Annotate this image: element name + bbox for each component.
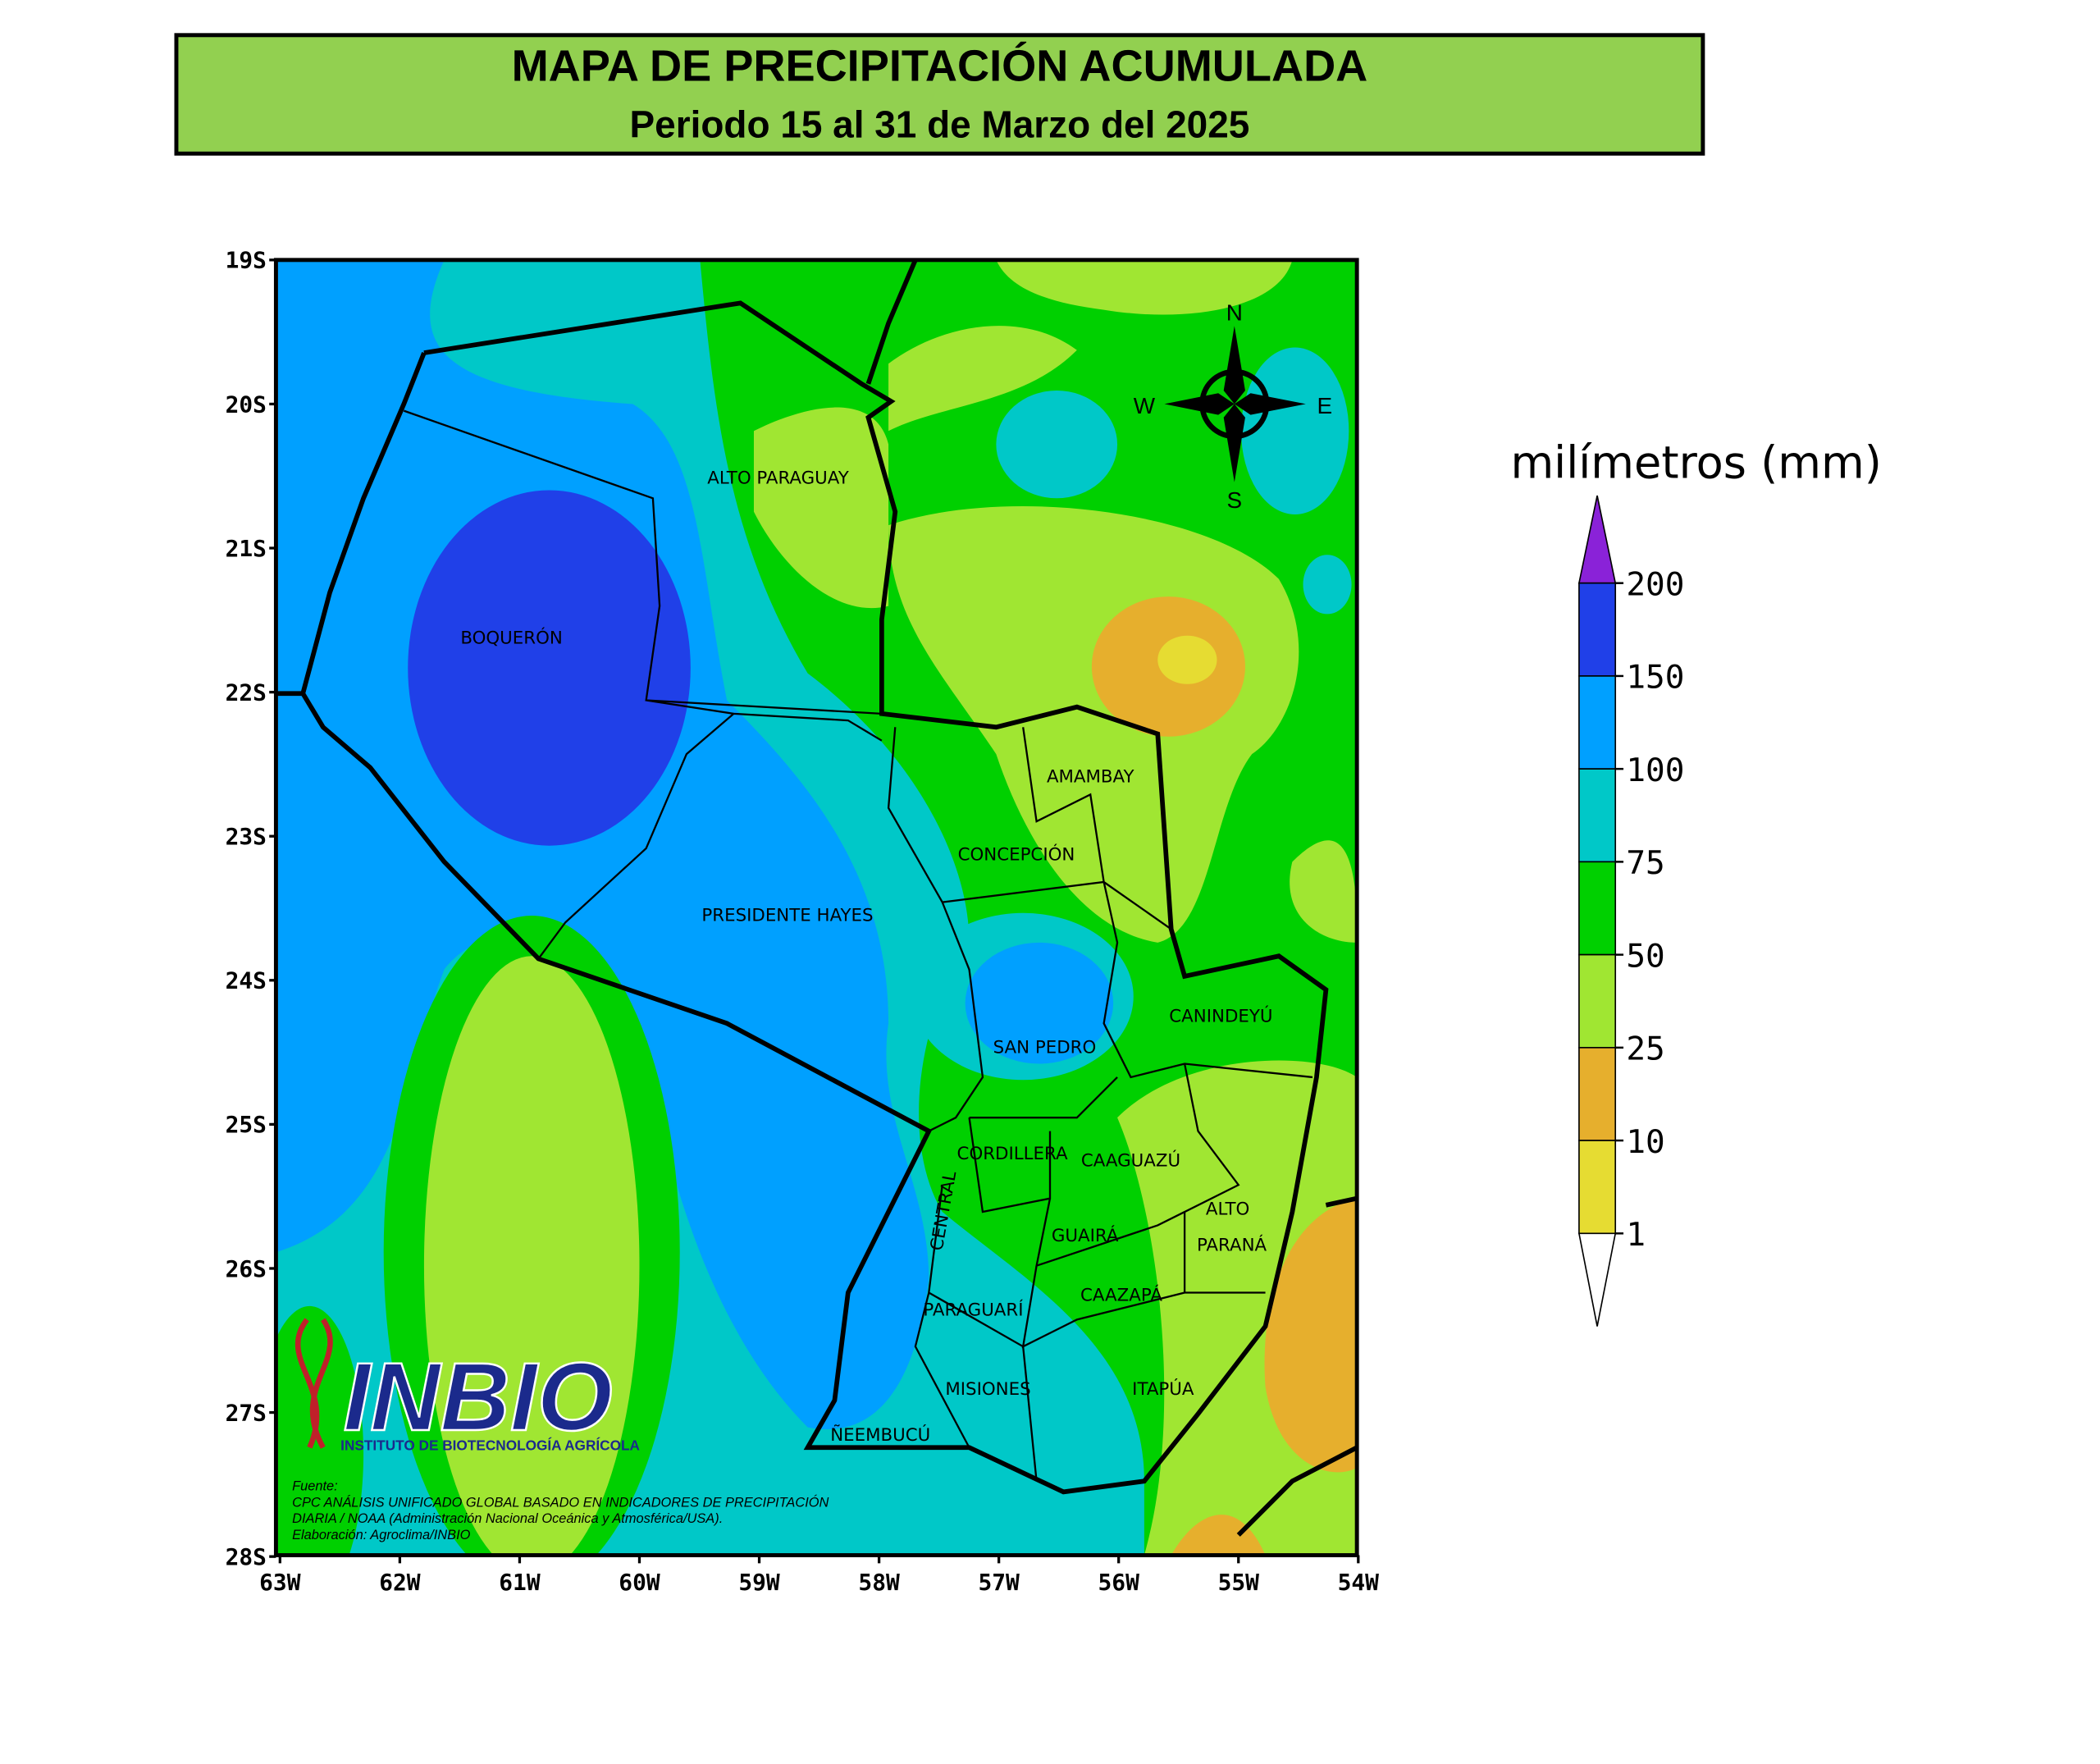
field-darkblue bbox=[408, 490, 691, 846]
legend-label: 75 bbox=[1626, 844, 1664, 882]
lon-label: 56W bbox=[1098, 1569, 1140, 1596]
region-label: ALTO bbox=[1206, 1199, 1249, 1219]
field-lightgreen bbox=[753, 407, 889, 609]
region-label: MISIONES bbox=[945, 1379, 1030, 1400]
region-label: GUAIRÁ bbox=[1052, 1225, 1119, 1246]
map-frame bbox=[273, 258, 1359, 1557]
region-label: PRESIDENTE HAYES bbox=[701, 906, 873, 926]
field-orange bbox=[1171, 1515, 1266, 1556]
lat-label: 23S bbox=[226, 823, 267, 850]
field-lightgreen bbox=[1290, 840, 1358, 943]
title: MAPA DE PRECIPITACIÓN ACUMULADA bbox=[512, 42, 1368, 91]
lon-label: 55W bbox=[1218, 1569, 1260, 1596]
field-yellow bbox=[1157, 635, 1217, 684]
lat-label: 28S bbox=[226, 1543, 267, 1570]
region-label: AMAMBAY bbox=[1047, 767, 1135, 788]
region-label: SAN PEDRO bbox=[993, 1037, 1097, 1058]
lon-label: 61W bbox=[499, 1569, 541, 1596]
legend-swatch bbox=[1578, 1140, 1617, 1235]
country-border bbox=[276, 258, 1358, 1537]
lat-label: 21S bbox=[226, 535, 267, 562]
source-line: CPC ANÁLISIS UNIFICADO GLOBAL BASADO EN … bbox=[292, 1494, 829, 1510]
logo-name: INBIO bbox=[343, 1343, 612, 1451]
region-label: CORDILLERA bbox=[957, 1144, 1068, 1164]
field-lightgreen bbox=[888, 326, 1077, 432]
legend-label: 10 bbox=[1626, 1123, 1664, 1161]
legend-label: 25 bbox=[1626, 1031, 1664, 1068]
field-orange bbox=[1264, 1198, 1358, 1473]
lat-label: 19S bbox=[226, 247, 267, 274]
source-line: Elaboración: Agroclima/INBIO bbox=[292, 1528, 471, 1542]
region-label: CONCEPCIÓN bbox=[958, 844, 1075, 866]
legend-title: milímetros (mm) bbox=[1510, 437, 1881, 489]
legend-arrow-bottom bbox=[1577, 1232, 1617, 1327]
legend-label: 150 bbox=[1626, 659, 1684, 697]
field-green bbox=[276, 1305, 364, 1556]
borders bbox=[276, 258, 1358, 1537]
region-label: CAAGUAZÚ bbox=[1081, 1149, 1180, 1171]
region-label: ITAPÚA bbox=[1132, 1378, 1194, 1400]
compass-n: N bbox=[1226, 300, 1243, 326]
source: Fuente:CPC ANÁLISIS UNIFICADO GLOBAL BAS… bbox=[292, 1479, 829, 1542]
region-label: BOQUERÓN bbox=[460, 628, 562, 649]
subtitle: Periodo 15 al 31 de Marzo del 2025 bbox=[630, 103, 1250, 146]
field-cyan bbox=[1303, 555, 1352, 615]
compass: N S E W bbox=[1134, 300, 1332, 513]
lat-label: 27S bbox=[226, 1399, 267, 1426]
compass-w: W bbox=[1134, 393, 1156, 418]
lat-label: 25S bbox=[226, 1111, 267, 1138]
compass-arrows bbox=[1164, 326, 1306, 482]
lon-label: 54W bbox=[1338, 1569, 1380, 1596]
field-blue bbox=[965, 942, 1114, 1064]
region-label: CAAZAPÁ bbox=[1080, 1284, 1162, 1305]
lon-label: 58W bbox=[858, 1569, 900, 1596]
region-label: ÑEEMBUCÚ bbox=[830, 1424, 930, 1446]
legend-label: 200 bbox=[1626, 565, 1684, 603]
source-line: Fuente: bbox=[292, 1479, 338, 1494]
compass-ring bbox=[1199, 368, 1270, 440]
lon-label: 63W bbox=[259, 1569, 301, 1596]
compass-e: E bbox=[1317, 393, 1332, 418]
department-borders bbox=[403, 409, 1313, 1482]
legend-label: 50 bbox=[1626, 937, 1664, 975]
lat-label: 24S bbox=[226, 967, 267, 994]
field-blue bbox=[276, 259, 929, 1430]
region-label: PARANÁ bbox=[1197, 1235, 1267, 1256]
region-label: ALTO PARAGUAY bbox=[707, 468, 849, 488]
field-lightgreen bbox=[423, 956, 640, 1556]
logo: INBIO INSTITUTO DE BIOTECNOLOGÍA AGRÍCOL… bbox=[294, 1318, 640, 1454]
legend-swatch bbox=[1578, 953, 1617, 1049]
legend-swatch bbox=[1578, 675, 1617, 770]
legend-swatch bbox=[1578, 861, 1617, 956]
source-line: DIARIA / NOAA (Administración Nacional O… bbox=[292, 1511, 723, 1526]
legend-swatch bbox=[1578, 768, 1617, 863]
compass-s: S bbox=[1227, 487, 1243, 513]
lon-label: 59W bbox=[738, 1569, 780, 1596]
lat-label: 22S bbox=[226, 679, 267, 706]
region-label: CANINDEYÚ bbox=[1169, 1006, 1272, 1027]
legend-label: 100 bbox=[1626, 752, 1684, 789]
lat-label: 26S bbox=[226, 1255, 267, 1282]
region-label: PARAGUARÍ bbox=[923, 1299, 1023, 1320]
precip-field bbox=[276, 259, 1358, 1556]
lon-label: 60W bbox=[619, 1569, 660, 1596]
logo-full-name: INSTITUTO DE BIOTECNOLOGÍA AGRÍCOLA bbox=[340, 1437, 640, 1454]
lon-label: 57W bbox=[978, 1569, 1020, 1596]
legend-swatch bbox=[1578, 582, 1617, 677]
field-lightgreen bbox=[996, 259, 1293, 315]
field-cyan bbox=[996, 391, 1118, 499]
legend-swatch bbox=[1578, 1047, 1617, 1141]
field-cyan bbox=[1241, 347, 1349, 514]
legend-label: 1 bbox=[1626, 1216, 1646, 1254]
title-box bbox=[174, 33, 1705, 156]
lat-label: 20S bbox=[226, 391, 267, 418]
legend-arrow-top bbox=[1577, 495, 1617, 584]
lon-label: 62W bbox=[379, 1569, 421, 1596]
logo-helix bbox=[294, 1318, 333, 1449]
